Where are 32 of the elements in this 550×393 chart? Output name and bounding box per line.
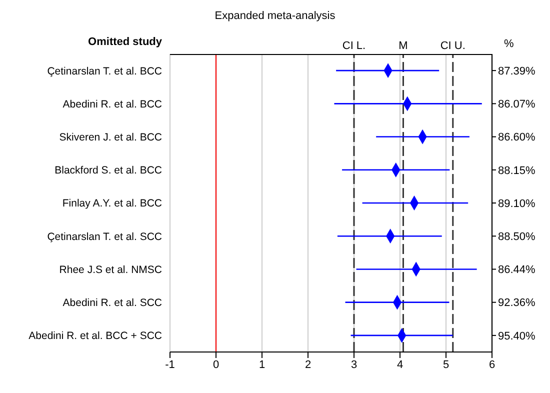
chart-title: Expanded meta-analysis <box>214 10 336 22</box>
y-tick-label: Çetinarslan T. et al. SCC <box>47 230 162 243</box>
y2-tick-label: 95.40% <box>498 330 536 342</box>
y2-tick-label: 88.50% <box>498 231 536 244</box>
y2-axis-title: % <box>504 38 514 50</box>
y-tick-label: Rhee J.S et al. NMSC <box>59 264 162 276</box>
y-tick-label: Çetinarslan T. et al. BCC <box>47 65 162 78</box>
y2-tick-label: 87.39% <box>498 65 536 78</box>
x-tick-label: 5 <box>442 358 450 371</box>
y-tick-label: Skiveren J. et al. BCC <box>59 132 162 144</box>
y-tick-label: Blackford S. et al. BCC <box>54 164 162 177</box>
y-tick-label: Finlay A.Y. et al. BCC <box>62 198 162 210</box>
y-tick-label: Abedini R. et al. BCC <box>62 98 162 110</box>
y2-tick-label: 86.07% <box>498 98 536 111</box>
ref-line-label: M <box>398 40 408 52</box>
y-axis-title: Omitted study <box>87 36 162 48</box>
y2-tick-label: 92.36% <box>498 297 536 310</box>
y2-tick-label: 89.10% <box>498 198 536 210</box>
x-tick-label: 0 <box>212 358 220 371</box>
x-tick-label: 1 <box>258 358 266 371</box>
y-tick-label: Abedini R. et al. BCC + SCC <box>28 330 162 342</box>
ref-line-label: CI L. <box>342 40 366 52</box>
y2-tick-label: 88.15% <box>498 164 536 177</box>
y2-tick-label: 86.44% <box>498 264 536 276</box>
x-tick-label: 2 <box>304 358 312 371</box>
x-tick-label: 6 <box>488 358 496 371</box>
x-tick-label: -1 <box>165 358 175 371</box>
ref-line-label: CI U. <box>440 40 466 52</box>
y-tick-label: Abedini R. et al. SCC <box>62 297 162 310</box>
x-tick-label: 4 <box>396 358 404 371</box>
x-tick-label: 3 <box>350 358 358 371</box>
y2-tick-label: 86.60% <box>498 132 536 144</box>
